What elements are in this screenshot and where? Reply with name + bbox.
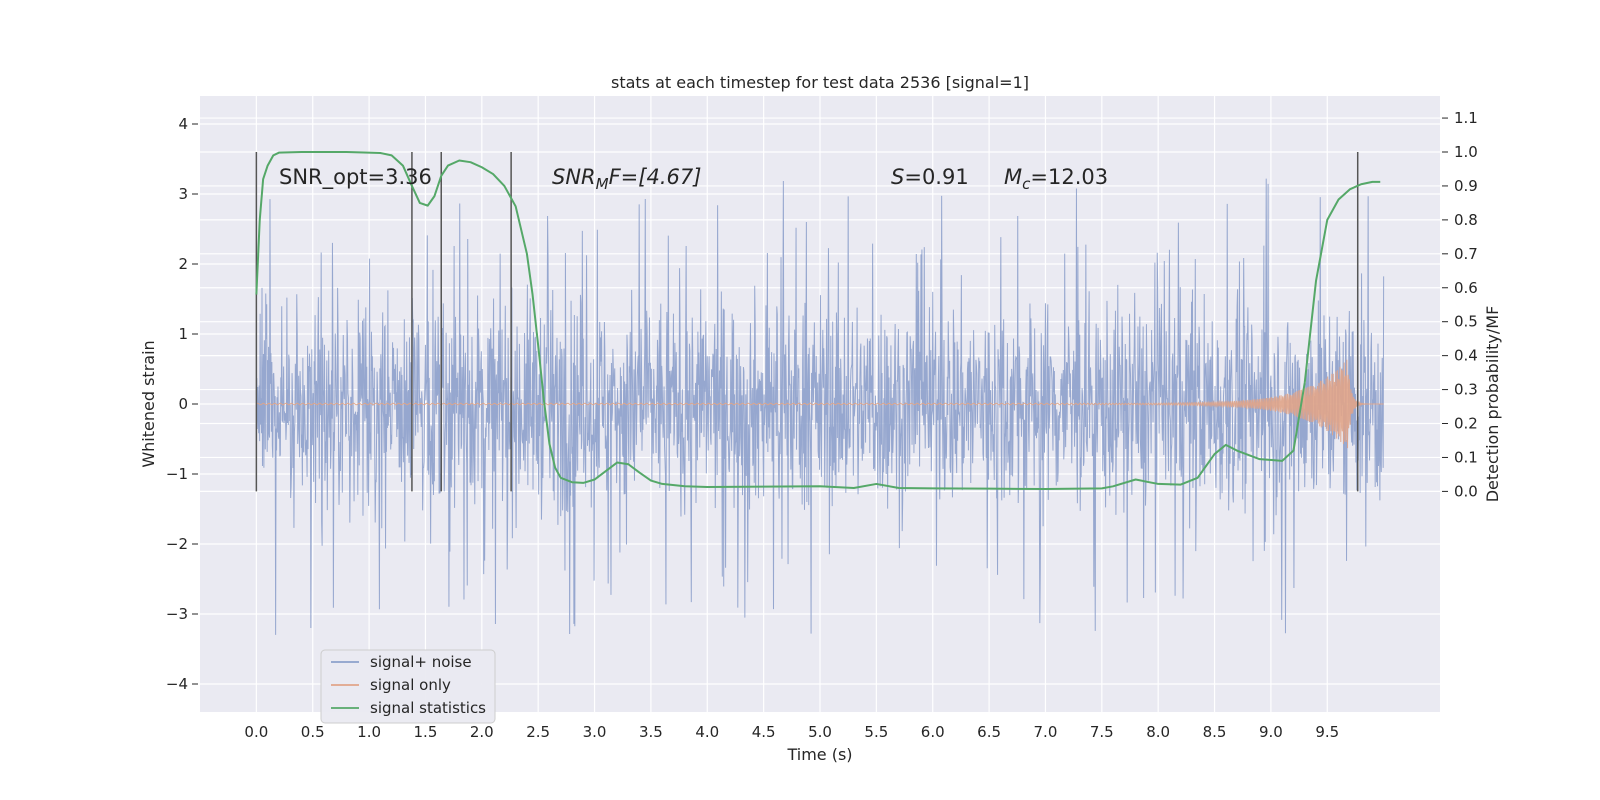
signal-only-line [256, 359, 1384, 449]
legend-box [320, 649, 496, 724]
y-axis-right-label: Detection probability/MF [1483, 306, 1502, 503]
legend-label-signal: signal only [370, 676, 451, 694]
x-tick-label: 8.0 [1146, 723, 1170, 741]
x-tick-label: 2.0 [470, 723, 494, 741]
x-tick-label: 1.5 [414, 723, 438, 741]
signal-statistics-series [255, 151, 1381, 491]
y-left-tick-labels: 4 3 2 1 0 −1 −2 −3 −4 [166, 115, 198, 693]
y-left-tick-label: 0 [178, 395, 188, 413]
y-right-tick-label: 0.7 [1454, 245, 1478, 263]
annotation-s-italic: S [891, 165, 904, 189]
x-tick-label: 6.5 [977, 723, 1001, 741]
x-tick-label: 4.5 [752, 723, 776, 741]
legend-label-stats: signal statistics [370, 699, 486, 717]
annotation-mc-italic: M [1004, 165, 1022, 189]
x-tick-label: 5.0 [808, 723, 832, 741]
y-left-tick-label: −4 [166, 675, 188, 693]
y-axis-left-label: Whitened strain [139, 340, 158, 467]
y-right-tick-label: 0.0 [1454, 482, 1478, 500]
y-left-tick-label: 4 [178, 115, 188, 133]
x-tick-label: 1.0 [357, 723, 381, 741]
y-right-tick-labels: 1.1 1.0 0.9 0.8 0.7 0.6 0.5 0.4 0.3 0.2 0.1 0.0 [1442, 109, 1478, 500]
y-right-tick-label: 0.2 [1454, 415, 1478, 433]
y-left-tick-label: −1 [166, 465, 188, 483]
y-right-tick-label: 0.1 [1454, 448, 1478, 466]
legend: signal+ noise signal only signal statist… [320, 649, 496, 724]
y-left-tick-label: −3 [166, 605, 188, 623]
x-tick-labels: 0.0 0.5 1.0 1.5 2.0 2.5 3.0 3.5 4.0 4.5 5.0 5.5 6.0 6… [244, 723, 1339, 741]
x-tick-label: 9.0 [1259, 723, 1283, 741]
chart-title: stats at each timestep for test data 253… [611, 73, 1029, 92]
y-right-tick-label: 0.5 [1454, 313, 1478, 331]
annotation-s: S=0.91 [891, 165, 969, 189]
annotation-mc-value: =12.03 [1030, 165, 1108, 189]
x-axis-label: Time (s) [786, 745, 852, 764]
annotation-snr-mf-italic: SNR [552, 165, 596, 189]
x-tick-label: 4.0 [695, 723, 719, 741]
x-tick-label: 3.0 [583, 723, 607, 741]
signal-noise-line [255, 178, 1385, 635]
annotation-snr-mf: SNRMF=[4.67] [552, 165, 701, 193]
annotation-s-value: =0.91 [904, 165, 968, 189]
annotation-mc: Mc=12.03 [1004, 165, 1108, 193]
y-left-tick-label: 1 [178, 325, 188, 343]
x-tick-label: 7.5 [1090, 723, 1114, 741]
y-left-tick-label: −2 [166, 535, 188, 553]
signal-noise-series [255, 178, 1385, 635]
x-tick-label: 2.5 [526, 723, 550, 741]
y-right-tick-label: 0.8 [1454, 211, 1478, 229]
annotation-snr-mf-rest: F=[4.67] [609, 165, 702, 189]
y-right-tick-label: 0.9 [1454, 177, 1478, 195]
y-left-tick-label: 2 [178, 255, 188, 273]
x-tick-label: 7.0 [1034, 723, 1058, 741]
annotation-mc-sub: c [1022, 175, 1031, 193]
y-right-tick-label: 0.4 [1454, 347, 1478, 365]
signal-only-series [256, 359, 1384, 449]
x-tick-label: 3.5 [639, 723, 663, 741]
y-right-tick-label: 1.0 [1454, 143, 1478, 161]
x-tick-label: 5.5 [864, 723, 888, 741]
signal-statistics-line [255, 151, 1381, 491]
legend-label-noise: signal+ noise [370, 653, 472, 671]
annotation-snr-opt: SNR_opt=3.36 [279, 165, 432, 190]
x-tick-label: 9.5 [1315, 723, 1339, 741]
annotation-snr-mf-sub: M [596, 175, 609, 193]
x-tick-label: 0.5 [301, 723, 325, 741]
x-tick-label: 8.5 [1203, 723, 1227, 741]
y-left-tick-label: 3 [178, 185, 188, 203]
vertical-marker-lines [255, 152, 1359, 492]
y-right-tick-label: 0.6 [1454, 279, 1478, 297]
y-right-tick-label: 1.1 [1454, 109, 1478, 127]
x-tick-label: 0.0 [244, 723, 268, 741]
x-tick-label: 6.0 [921, 723, 945, 741]
y-right-tick-label: 0.3 [1454, 381, 1478, 399]
